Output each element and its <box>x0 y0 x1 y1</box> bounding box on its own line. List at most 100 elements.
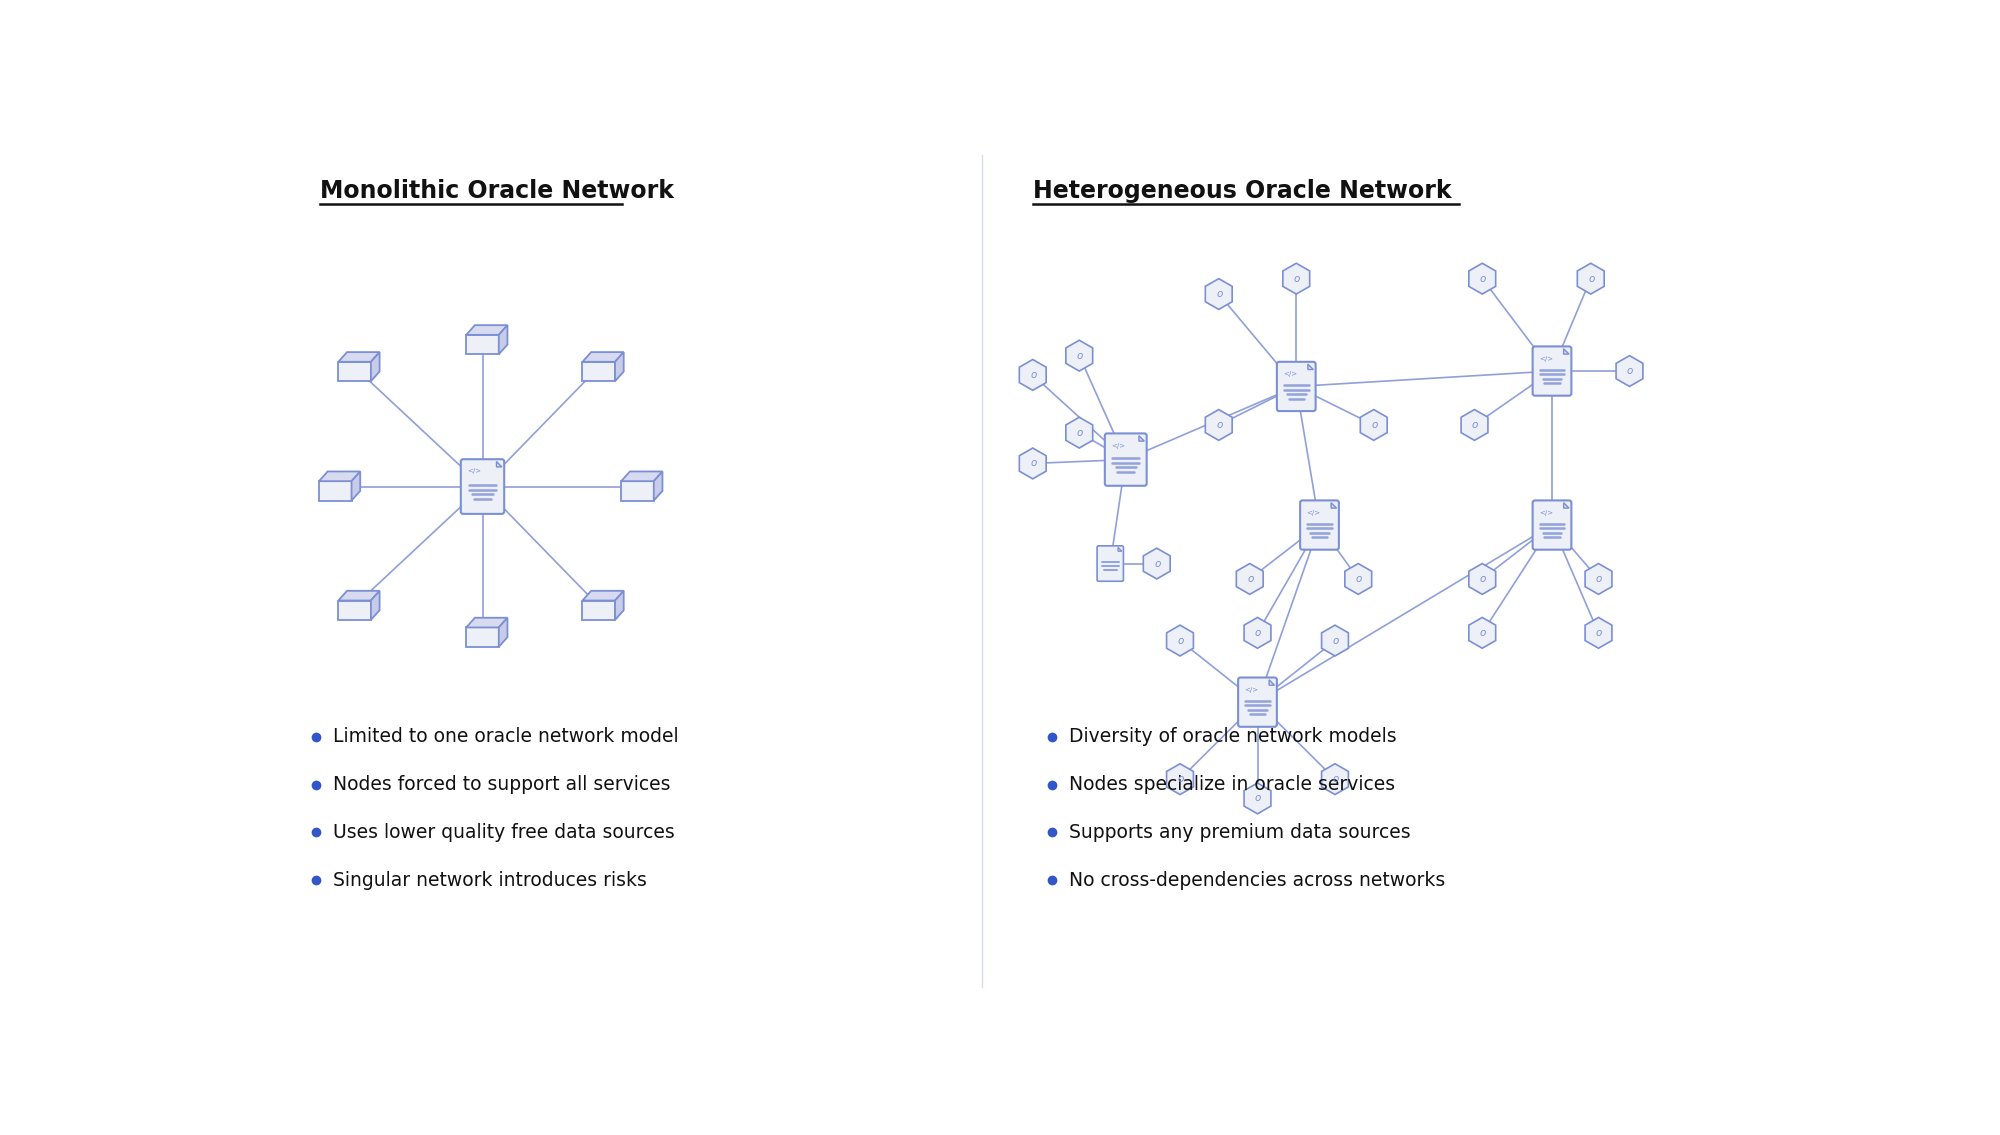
Polygon shape <box>1144 548 1170 579</box>
Polygon shape <box>1586 617 1612 648</box>
Text: $\it{o}$: $\it{o}$ <box>1076 428 1084 438</box>
Polygon shape <box>1468 263 1496 294</box>
Polygon shape <box>582 591 624 600</box>
Text: $\it{o}$: $\it{o}$ <box>1294 274 1300 284</box>
Polygon shape <box>616 591 624 620</box>
Polygon shape <box>1166 764 1194 794</box>
Text: $\it{o}$: $\it{o}$ <box>1076 351 1084 361</box>
Text: $\it{o}$: $\it{o}$ <box>1480 628 1486 638</box>
Polygon shape <box>1332 503 1336 508</box>
Text: $\it{o}$: $\it{o}$ <box>1596 628 1604 638</box>
Polygon shape <box>466 335 498 354</box>
Polygon shape <box>1564 348 1570 354</box>
Polygon shape <box>1118 547 1122 552</box>
Polygon shape <box>1206 410 1232 440</box>
Text: $\it{o}$: $\it{o}$ <box>1332 774 1340 784</box>
Polygon shape <box>466 325 508 335</box>
Polygon shape <box>1308 364 1314 370</box>
FancyBboxPatch shape <box>1532 346 1572 396</box>
Polygon shape <box>1344 564 1372 595</box>
Text: </>: </> <box>1244 687 1258 692</box>
FancyBboxPatch shape <box>1300 501 1338 549</box>
Text: $\it{o}$: $\it{o}$ <box>1356 574 1362 583</box>
Text: Diversity of oracle network models: Diversity of oracle network models <box>1070 728 1396 747</box>
Polygon shape <box>1322 764 1348 794</box>
Text: $\it{o}$: $\it{o}$ <box>1472 420 1480 430</box>
Polygon shape <box>616 352 624 381</box>
Polygon shape <box>370 352 380 381</box>
Polygon shape <box>1244 617 1270 648</box>
Polygon shape <box>1066 340 1092 371</box>
Text: $\it{o}$: $\it{o}$ <box>1596 574 1604 583</box>
Polygon shape <box>498 617 508 647</box>
Polygon shape <box>1244 783 1270 814</box>
Text: $\it{o}$: $\it{o}$ <box>1332 636 1340 646</box>
Polygon shape <box>1066 418 1092 448</box>
FancyBboxPatch shape <box>1276 362 1316 411</box>
Polygon shape <box>1270 680 1274 686</box>
Text: Limited to one oracle network model: Limited to one oracle network model <box>332 728 678 747</box>
Text: Heterogeneous Oracle Network: Heterogeneous Oracle Network <box>1032 178 1452 202</box>
Text: $\it{o}$: $\it{o}$ <box>1154 558 1162 569</box>
Polygon shape <box>1206 279 1232 310</box>
Polygon shape <box>1468 564 1496 595</box>
Polygon shape <box>1578 263 1604 294</box>
Polygon shape <box>622 471 662 481</box>
Polygon shape <box>1322 625 1348 656</box>
Polygon shape <box>1138 436 1144 442</box>
Polygon shape <box>582 600 616 620</box>
Text: Nodes specialize in oracle services: Nodes specialize in oracle services <box>1070 775 1396 794</box>
Polygon shape <box>1020 448 1046 479</box>
Text: $\it{o}$: $\it{o}$ <box>1254 793 1262 804</box>
Polygon shape <box>1468 617 1496 648</box>
Text: </>: </> <box>1306 510 1320 515</box>
Text: $\it{o}$: $\it{o}$ <box>1626 367 1634 376</box>
Text: Singular network introduces risks: Singular network introduces risks <box>332 871 646 890</box>
Polygon shape <box>338 591 380 600</box>
FancyBboxPatch shape <box>1098 546 1124 581</box>
FancyBboxPatch shape <box>1532 501 1572 549</box>
Polygon shape <box>1564 503 1570 508</box>
Text: Nodes forced to support all services: Nodes forced to support all services <box>332 775 670 794</box>
Polygon shape <box>582 352 624 362</box>
Text: </>: </> <box>468 469 482 474</box>
Text: Supports any premium data sources: Supports any premium data sources <box>1070 823 1410 842</box>
Text: $\it{o}$: $\it{o}$ <box>1216 289 1224 299</box>
Text: </>: </> <box>1112 443 1126 448</box>
Text: </>: </> <box>1538 355 1552 362</box>
Text: </>: </> <box>1284 371 1298 377</box>
Text: $\it{o}$: $\it{o}$ <box>1216 420 1224 430</box>
Polygon shape <box>1360 410 1388 440</box>
FancyBboxPatch shape <box>1238 678 1276 726</box>
Text: Uses lower quality free data sources: Uses lower quality free data sources <box>332 823 674 842</box>
Text: $\it{o}$: $\it{o}$ <box>1176 774 1184 784</box>
Polygon shape <box>352 471 360 501</box>
Polygon shape <box>1282 263 1310 294</box>
Text: $\it{o}$: $\it{o}$ <box>1480 274 1486 284</box>
Text: $\it{o}$: $\it{o}$ <box>1480 574 1486 583</box>
Text: $\it{o}$: $\it{o}$ <box>1370 420 1378 430</box>
Text: $\it{o}$: $\it{o}$ <box>1030 459 1038 469</box>
Polygon shape <box>1020 360 1046 390</box>
Polygon shape <box>1166 625 1194 656</box>
Polygon shape <box>622 481 654 501</box>
Polygon shape <box>318 481 352 501</box>
Text: Monolithic Oracle Network: Monolithic Oracle Network <box>320 178 674 202</box>
Text: $\it{o}$: $\it{o}$ <box>1176 636 1184 646</box>
Polygon shape <box>1236 564 1264 595</box>
Polygon shape <box>370 591 380 620</box>
Polygon shape <box>338 600 370 620</box>
Polygon shape <box>466 617 508 628</box>
FancyBboxPatch shape <box>460 460 504 514</box>
Polygon shape <box>498 325 508 354</box>
Polygon shape <box>338 352 380 362</box>
Text: </>: </> <box>1538 510 1552 515</box>
Text: $\it{o}$: $\it{o}$ <box>1588 274 1596 284</box>
Polygon shape <box>318 471 360 481</box>
Text: No cross-dependencies across networks: No cross-dependencies across networks <box>1070 871 1446 890</box>
Polygon shape <box>582 362 616 381</box>
Polygon shape <box>338 362 370 381</box>
FancyBboxPatch shape <box>1104 434 1146 486</box>
Text: $\it{o}$: $\it{o}$ <box>1246 574 1254 583</box>
Polygon shape <box>1586 564 1612 595</box>
